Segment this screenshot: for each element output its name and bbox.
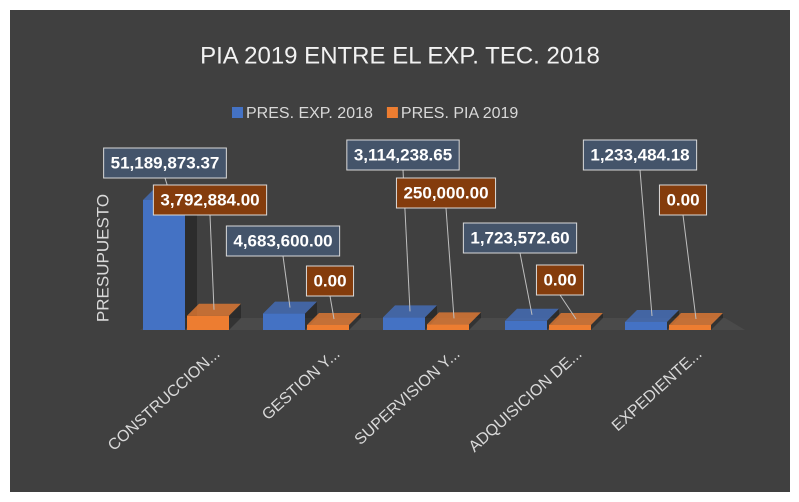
bar <box>187 315 229 330</box>
bar-side <box>349 313 361 330</box>
data-label: 4,683,600.00 <box>233 231 332 250</box>
bar <box>669 325 711 330</box>
data-label: 3,114,238.65 <box>354 145 452 164</box>
legend-label: PRES. EXP. 2018 <box>246 105 373 122</box>
bar-side <box>185 188 197 330</box>
bar <box>383 317 425 330</box>
y-axis-label: PRESUPUESTO <box>93 194 112 322</box>
data-label: 51,189,873.37 <box>111 153 220 172</box>
data-label-box <box>582 139 698 171</box>
data-label: 3,792,884.00 <box>160 190 259 209</box>
bar <box>625 321 667 330</box>
leader-line <box>519 252 533 315</box>
leader-line <box>209 214 215 310</box>
leader-line <box>445 207 455 319</box>
legend-swatch <box>386 107 398 118</box>
bar <box>505 320 547 330</box>
leader-line <box>559 294 577 320</box>
data-label-box <box>305 265 355 297</box>
data-label-box <box>225 225 341 257</box>
data-label: 1,233,484.18 <box>590 145 689 164</box>
bar <box>143 200 185 330</box>
data-label: 0.00 <box>666 190 699 209</box>
data-label-box <box>395 177 497 209</box>
bar-side <box>229 303 241 330</box>
data-label-box <box>535 264 585 296</box>
data-label-box <box>152 184 268 216</box>
leader-line <box>639 169 653 317</box>
leader-line <box>682 214 697 320</box>
data-label-box <box>462 222 578 254</box>
leader-line <box>282 255 291 308</box>
bar-side <box>469 312 481 330</box>
legend-label: PRES. PIA 2019 <box>401 105 519 122</box>
chart-title: PIA 2019 ENTRE EL EXP. TEC. 2018 <box>200 42 600 69</box>
bar <box>549 325 591 330</box>
data-label: 250,000.00 <box>403 183 488 202</box>
data-label-box <box>658 184 708 216</box>
bar-side <box>711 313 723 330</box>
leader-line <box>329 295 335 320</box>
data-label-box <box>103 147 227 179</box>
bar-side <box>591 313 603 330</box>
data-label: 0.00 <box>543 270 576 289</box>
bar <box>263 313 305 330</box>
data-label: 0.00 <box>313 271 346 290</box>
bar-side <box>305 301 317 330</box>
data-label-box <box>346 139 460 171</box>
bar <box>427 324 469 330</box>
legend-swatch <box>232 107 243 118</box>
chart-area <box>10 10 790 492</box>
data-label: 1,723,572.60 <box>470 228 569 247</box>
bar <box>307 325 349 330</box>
